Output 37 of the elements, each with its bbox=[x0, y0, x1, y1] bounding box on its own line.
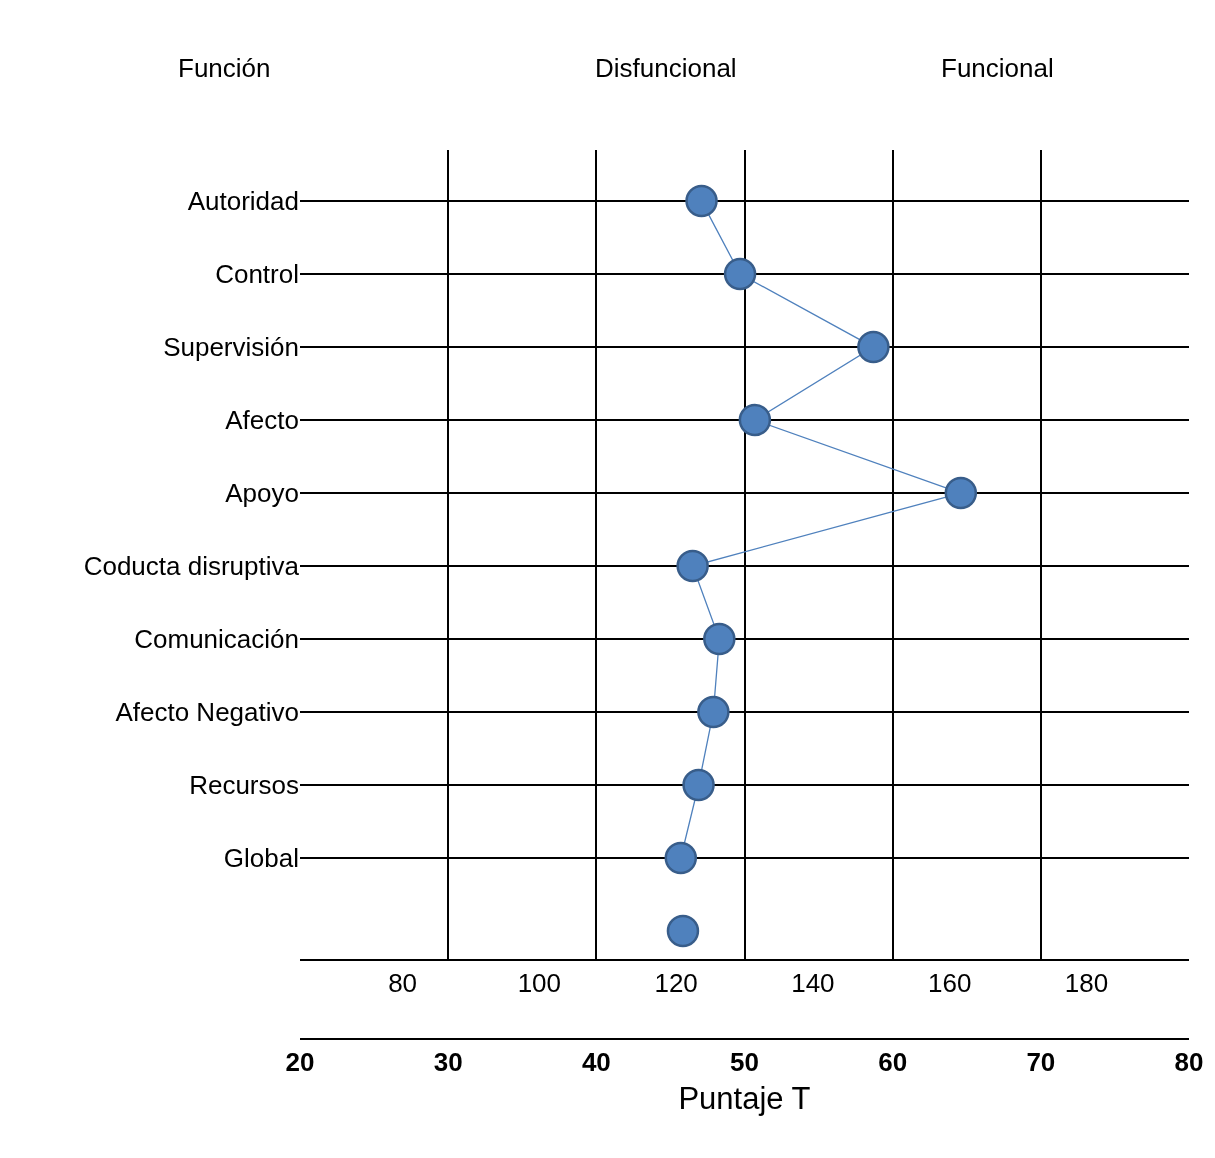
text: Funcional bbox=[941, 53, 1054, 83]
text: Función bbox=[178, 53, 271, 83]
x-tick-label: 30 bbox=[433, 1047, 463, 1078]
y-tick-label: Global bbox=[223, 843, 299, 874]
x-tick-label: 50 bbox=[730, 1047, 759, 1078]
y-tick-label: Apoyo bbox=[225, 478, 299, 509]
point bbox=[676, 549, 709, 583]
point bbox=[857, 330, 890, 364]
y-tick-label: Comunicación bbox=[134, 624, 299, 655]
y-tick-label: Supervisión bbox=[163, 332, 299, 363]
x2-tick-label: 100 bbox=[517, 968, 562, 999]
x-tick-label: 60 bbox=[878, 1047, 908, 1078]
x2-tick-label: 160 bbox=[927, 968, 972, 999]
x-tick-label: 70 bbox=[1026, 1047, 1056, 1078]
y-tick-label: Afecto Negativo bbox=[115, 697, 299, 728]
y-tick-label: Coducta disruptiva bbox=[83, 551, 300, 582]
point bbox=[664, 841, 698, 875]
text: Disfuncional bbox=[595, 53, 737, 83]
point bbox=[944, 476, 978, 510]
x-tick-label: 40 bbox=[581, 1047, 611, 1078]
point bbox=[738, 403, 772, 437]
x-tick-label: 20 bbox=[285, 1047, 315, 1078]
x-axis-title: Puntaje T bbox=[678, 1081, 811, 1117]
point bbox=[723, 257, 757, 291]
x2-tick-label: 180 bbox=[1064, 968, 1109, 999]
point bbox=[682, 768, 715, 802]
x2-tick-label: 80 bbox=[388, 968, 418, 999]
x2-tick-label: 140 bbox=[791, 968, 835, 999]
x-tick-label: 80 bbox=[1174, 1047, 1204, 1078]
y-tick-label: Autoridad bbox=[187, 186, 299, 217]
point bbox=[703, 622, 736, 656]
point bbox=[697, 695, 730, 729]
y-tick-label: Recursos bbox=[189, 770, 299, 801]
point bbox=[685, 184, 718, 218]
x2-tick-label: 120 bbox=[654, 968, 698, 999]
y-tick-label: Control bbox=[215, 259, 299, 290]
y-tick-label: Afecto bbox=[225, 405, 299, 436]
